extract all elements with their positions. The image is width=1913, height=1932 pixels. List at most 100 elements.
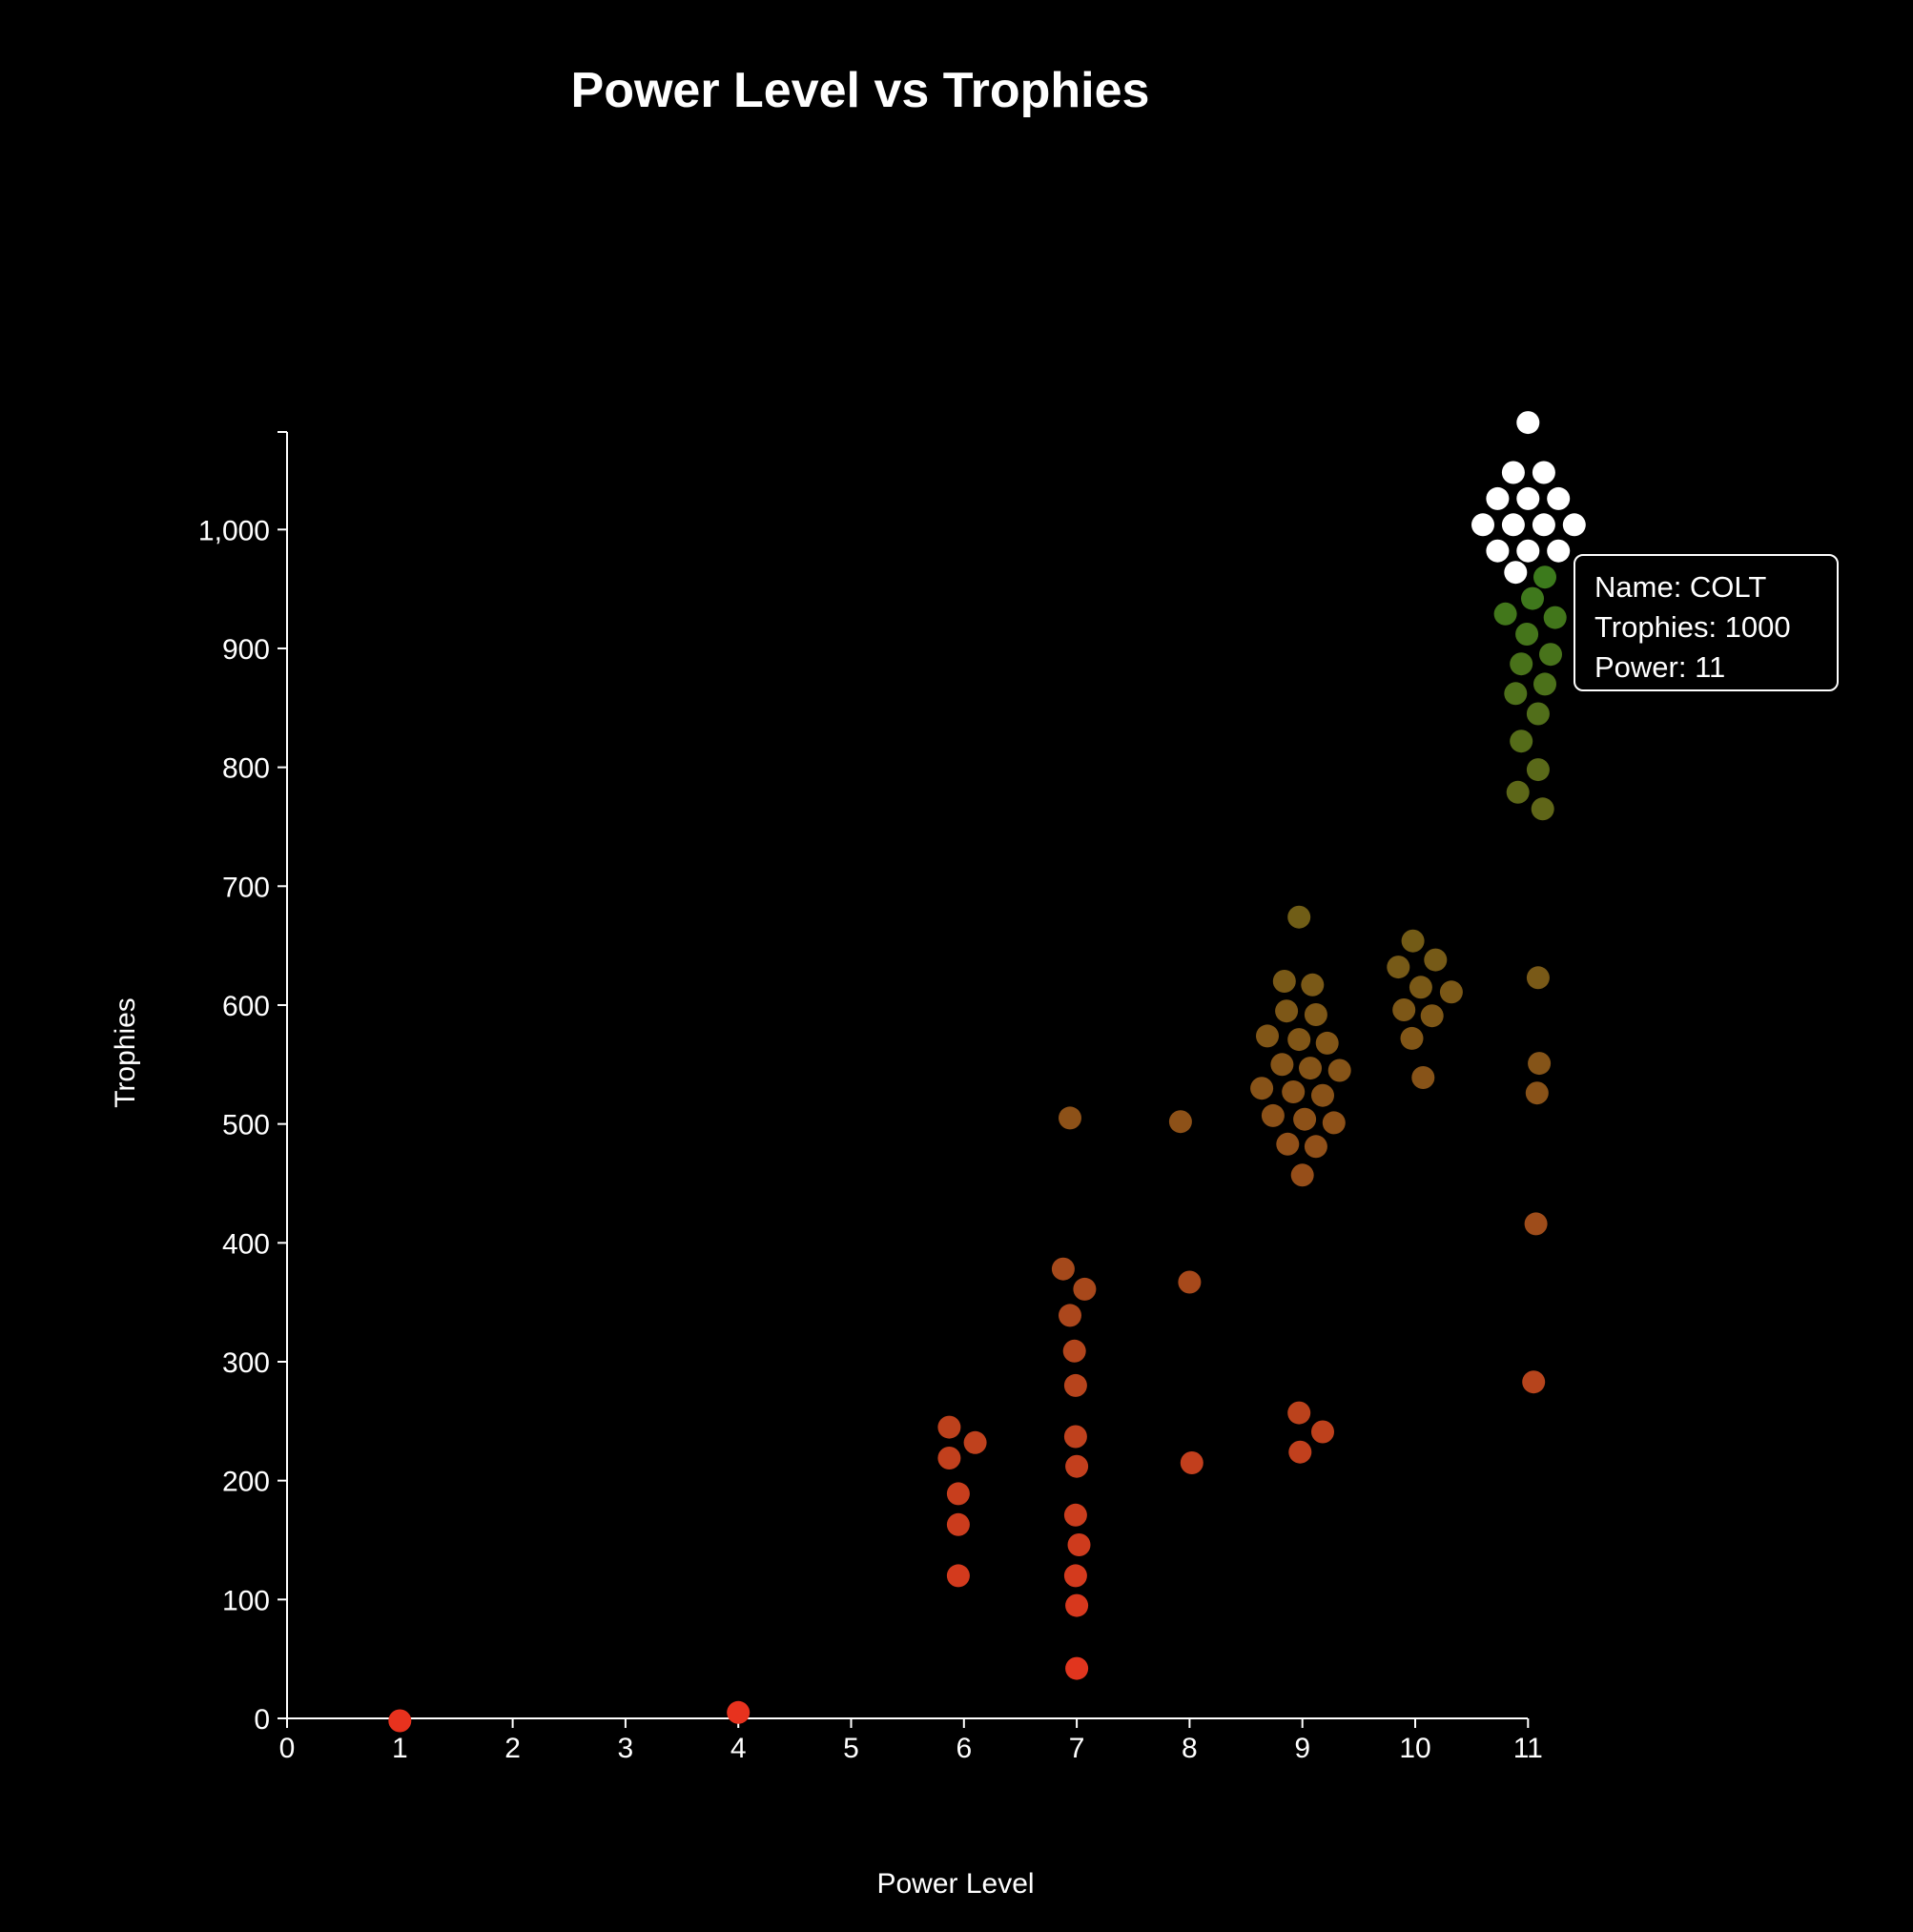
data-point[interactable] <box>1524 1212 1548 1236</box>
data-point[interactable] <box>1180 1451 1203 1474</box>
y-tick-label: 400 <box>222 1228 270 1260</box>
data-point[interactable] <box>1270 1053 1294 1077</box>
data-point[interactable] <box>1501 461 1525 484</box>
data-point[interactable] <box>1065 1593 1089 1617</box>
data-point[interactable] <box>1287 905 1311 929</box>
data-point[interactable] <box>1063 1373 1087 1397</box>
data-point[interactable] <box>1547 539 1571 563</box>
data-point[interactable] <box>1528 1052 1552 1076</box>
data-point[interactable] <box>1065 1454 1089 1478</box>
data-point[interactable] <box>1439 980 1463 1004</box>
data-point[interactable] <box>1301 973 1325 997</box>
data-point[interactable] <box>1526 758 1550 782</box>
data-point[interactable] <box>1526 702 1550 726</box>
data-point[interactable] <box>1290 1163 1314 1187</box>
data-point[interactable] <box>1531 797 1554 821</box>
data-point[interactable] <box>1510 652 1533 676</box>
y-axis-ticks: 0 100 200 300 400 500 600 700 800 900 1,000 <box>198 431 287 1736</box>
data-point[interactable] <box>1063 1503 1087 1527</box>
data-point[interactable] <box>1506 780 1530 804</box>
data-point[interactable] <box>1272 970 1296 993</box>
data-point[interactable] <box>1543 606 1567 629</box>
data-point[interactable] <box>1065 1656 1089 1680</box>
data-point[interactable] <box>1059 1304 1081 1327</box>
data-point[interactable] <box>727 1700 751 1724</box>
y-tick-label: 100 <box>222 1585 270 1616</box>
data-point[interactable] <box>1486 486 1510 510</box>
data-point[interactable] <box>1168 1110 1192 1134</box>
data-point[interactable] <box>1387 956 1410 979</box>
data-point[interactable] <box>1525 1081 1549 1105</box>
data-point[interactable] <box>1327 1058 1351 1082</box>
data-point[interactable] <box>1521 586 1544 610</box>
x-tick-label: 11 <box>1513 1733 1543 1764</box>
x-tick-label: 8 <box>1182 1733 1198 1764</box>
y-tick-label: 200 <box>222 1467 270 1498</box>
data-point[interactable] <box>1420 1004 1444 1028</box>
data-point[interactable] <box>1304 1003 1327 1026</box>
data-point[interactable] <box>1526 966 1550 990</box>
data-point[interactable] <box>1276 1132 1300 1156</box>
data-point[interactable] <box>1063 1564 1087 1588</box>
data-point[interactable] <box>1299 1057 1322 1080</box>
data-point[interactable] <box>1315 1031 1339 1055</box>
data-point[interactable] <box>1275 999 1299 1023</box>
data-point[interactable] <box>1401 929 1425 953</box>
data-point[interactable] <box>1256 1024 1279 1048</box>
data-point[interactable] <box>1532 513 1555 537</box>
data-point[interactable] <box>1311 1083 1334 1107</box>
data-point[interactable] <box>946 1512 970 1536</box>
data-point[interactable] <box>1516 539 1540 563</box>
data-point[interactable] <box>1062 1339 1086 1363</box>
data-point[interactable] <box>1532 461 1555 484</box>
data-point[interactable] <box>1471 513 1494 537</box>
data-point[interactable] <box>1250 1077 1274 1100</box>
x-tick-label: 3 <box>618 1733 634 1764</box>
data-point[interactable] <box>1533 672 1556 696</box>
data-point[interactable] <box>1073 1277 1097 1301</box>
data-point[interactable] <box>1311 1420 1334 1444</box>
data-point[interactable] <box>1562 513 1586 537</box>
data-point[interactable] <box>1409 976 1432 999</box>
data-point[interactable] <box>1516 411 1540 435</box>
data-point[interactable] <box>1539 643 1562 667</box>
y-tick-label: 800 <box>222 753 270 785</box>
x-axis-ticks: 0 1 2 3 4 5 6 7 8 9 10 11 <box>279 1718 1543 1764</box>
data-point[interactable] <box>1287 1401 1311 1425</box>
data-point[interactable] <box>946 1482 970 1506</box>
data-point[interactable] <box>1400 1026 1424 1050</box>
data-point[interactable] <box>1411 1066 1435 1089</box>
data-point[interactable] <box>1288 1440 1312 1464</box>
data-point[interactable] <box>1293 1107 1317 1131</box>
data-point[interactable] <box>1178 1270 1202 1294</box>
data-point[interactable] <box>937 1447 961 1470</box>
data-point[interactable] <box>1493 602 1517 626</box>
data-point[interactable] <box>1282 1080 1306 1103</box>
data-point[interactable] <box>946 1564 970 1588</box>
data-point[interactable] <box>1392 998 1416 1021</box>
data-point[interactable] <box>1261 1103 1285 1127</box>
data-point[interactable] <box>1516 486 1540 510</box>
x-tick-label: 4 <box>730 1733 747 1764</box>
data-point[interactable] <box>937 1415 961 1439</box>
data-point[interactable] <box>1063 1425 1087 1449</box>
data-point[interactable] <box>388 1709 412 1733</box>
data-point[interactable] <box>1533 565 1556 589</box>
data-point[interactable] <box>1424 948 1448 972</box>
data-point[interactable] <box>1501 513 1525 537</box>
data-point[interactable] <box>963 1430 987 1454</box>
data-point[interactable] <box>1322 1111 1346 1135</box>
data-point[interactable] <box>1287 1028 1311 1052</box>
data-point[interactable] <box>1504 682 1528 706</box>
data-point[interactable] <box>1515 623 1539 646</box>
data-point[interactable] <box>1504 561 1528 585</box>
data-point[interactable] <box>1304 1135 1327 1159</box>
data-point[interactable] <box>1522 1370 1546 1394</box>
data-point[interactable] <box>1059 1106 1081 1130</box>
data-point[interactable] <box>1486 539 1510 563</box>
data-point[interactable] <box>1547 486 1571 510</box>
data-point[interactable] <box>1067 1533 1091 1556</box>
data-point[interactable] <box>1510 730 1533 753</box>
data-point[interactable] <box>1051 1257 1075 1281</box>
